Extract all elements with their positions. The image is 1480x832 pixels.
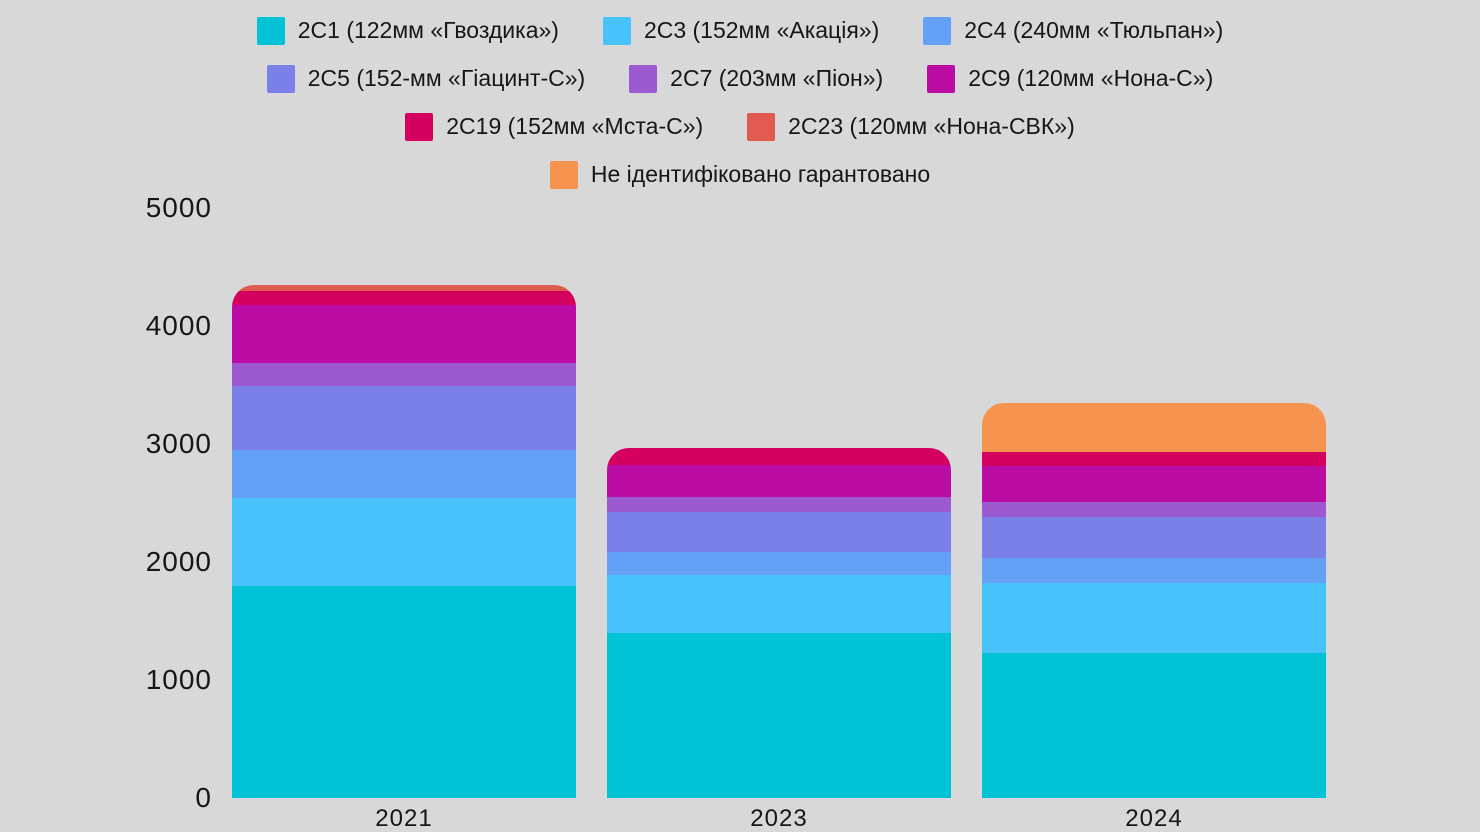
bar-segment bbox=[982, 465, 1326, 502]
legend-label: 2С5 (152-мм «Гіацинт-С») bbox=[307, 65, 586, 91]
bar-segment bbox=[607, 574, 951, 633]
legend-item: 2С9 (120мм «Нона-С») bbox=[927, 64, 1213, 93]
y-axis-tick-label: 4000 bbox=[145, 310, 212, 341]
legend-label: 2С9 (120мм «Нона-С») bbox=[968, 65, 1214, 91]
legend-swatch-icon bbox=[266, 64, 295, 93]
legend-item: 2С7 (203мм «Піон») bbox=[629, 64, 883, 93]
bar-segment bbox=[982, 517, 1326, 559]
x-axis-tick-label: 2024 bbox=[1125, 805, 1183, 832]
legend-label: 2С1 (122мм «Гвоздика») bbox=[297, 17, 559, 43]
legend-item: Не ідентифіковано гарантовано bbox=[549, 160, 931, 189]
legend-swatch-icon bbox=[629, 64, 658, 93]
bar-segment bbox=[232, 285, 576, 291]
y-axis-tick-label: 2000 bbox=[145, 546, 212, 577]
legend-swatch-icon bbox=[923, 16, 952, 45]
stacked-bar-2023 bbox=[607, 448, 951, 798]
x-axis-tick-label: 2021 bbox=[375, 805, 433, 832]
stacked-bar-2024 bbox=[982, 403, 1326, 798]
legend-swatch-icon bbox=[405, 112, 434, 141]
legend-item: 2С4 (240мм «Тюльпан») bbox=[923, 16, 1223, 45]
bar-segment bbox=[607, 448, 951, 466]
bar-segment bbox=[982, 558, 1326, 584]
bar-segment bbox=[982, 403, 1326, 452]
bar-segment bbox=[607, 465, 951, 498]
bar-segment bbox=[232, 450, 576, 498]
bar-segment bbox=[607, 511, 951, 552]
stacked-bar-2021 bbox=[232, 285, 576, 798]
legend-item: 2С5 (152-мм «Гіацинт-С») bbox=[266, 64, 586, 93]
y-axis-tick-label: 5000 bbox=[145, 192, 212, 223]
y-axis-tick-label: 0 bbox=[195, 782, 212, 813]
chart-legend: 2С1 (122мм «Гвоздика») 2С3 (152мм «Акація… bbox=[0, 16, 1480, 189]
legend-swatch-icon bbox=[256, 16, 285, 45]
legend-swatch-icon bbox=[747, 112, 776, 141]
bar-segment bbox=[232, 290, 576, 306]
bar-segment bbox=[607, 497, 951, 512]
legend-item: 2С1 (122мм «Гвоздика») bbox=[256, 16, 559, 45]
legend-swatch-icon bbox=[602, 16, 631, 45]
legend-row: Не ідентифіковано гарантовано bbox=[549, 160, 931, 189]
bar-segment bbox=[232, 385, 576, 451]
legend-item: 2С23 (120мм «Нона-СВК») bbox=[747, 112, 1075, 141]
legend-row: 2С19 (152мм «Мста-С») 2С23 (120мм «Нона-С… bbox=[405, 112, 1075, 141]
legend-label: 2С19 (152мм «Мста-С») bbox=[446, 113, 704, 139]
bar-segment bbox=[232, 362, 576, 386]
bar-segment bbox=[982, 451, 1326, 466]
legend-swatch-icon bbox=[549, 160, 578, 189]
legend-label: 2С4 (240мм «Тюльпан») bbox=[964, 17, 1224, 43]
legend-label: 2С7 (203мм «Піон») bbox=[670, 65, 884, 91]
y-axis-tick-label: 3000 bbox=[145, 428, 212, 459]
bar-segment bbox=[607, 551, 951, 575]
legend-label: Не ідентифіковано гарантовано bbox=[590, 161, 931, 187]
legend-swatch-icon bbox=[927, 64, 956, 93]
bar-segment bbox=[982, 583, 1326, 653]
y-axis-tick-label: 1000 bbox=[145, 664, 212, 695]
legend-label: 2С23 (120мм «Нона-СВК») bbox=[788, 113, 1075, 139]
bar-segment bbox=[982, 652, 1326, 798]
bar-segment bbox=[232, 305, 576, 363]
legend-item: 2С3 (152мм «Акація») bbox=[602, 16, 880, 45]
bar-segment bbox=[232, 585, 576, 798]
legend-row: 2С5 (152-мм «Гіацинт-С») 2С7 (203мм «Піон… bbox=[266, 64, 1213, 93]
bar-segment bbox=[232, 497, 576, 586]
x-axis-tick-label: 2023 bbox=[750, 805, 808, 832]
bar-segment bbox=[982, 501, 1326, 518]
legend-row: 2С1 (122мм «Гвоздика») 2С3 (152мм «Акація… bbox=[256, 16, 1223, 45]
bar-segment bbox=[607, 632, 951, 798]
legend-label: 2С3 (152мм «Акація») bbox=[643, 17, 880, 43]
legend-item: 2С19 (152мм «Мста-С») bbox=[405, 112, 703, 141]
